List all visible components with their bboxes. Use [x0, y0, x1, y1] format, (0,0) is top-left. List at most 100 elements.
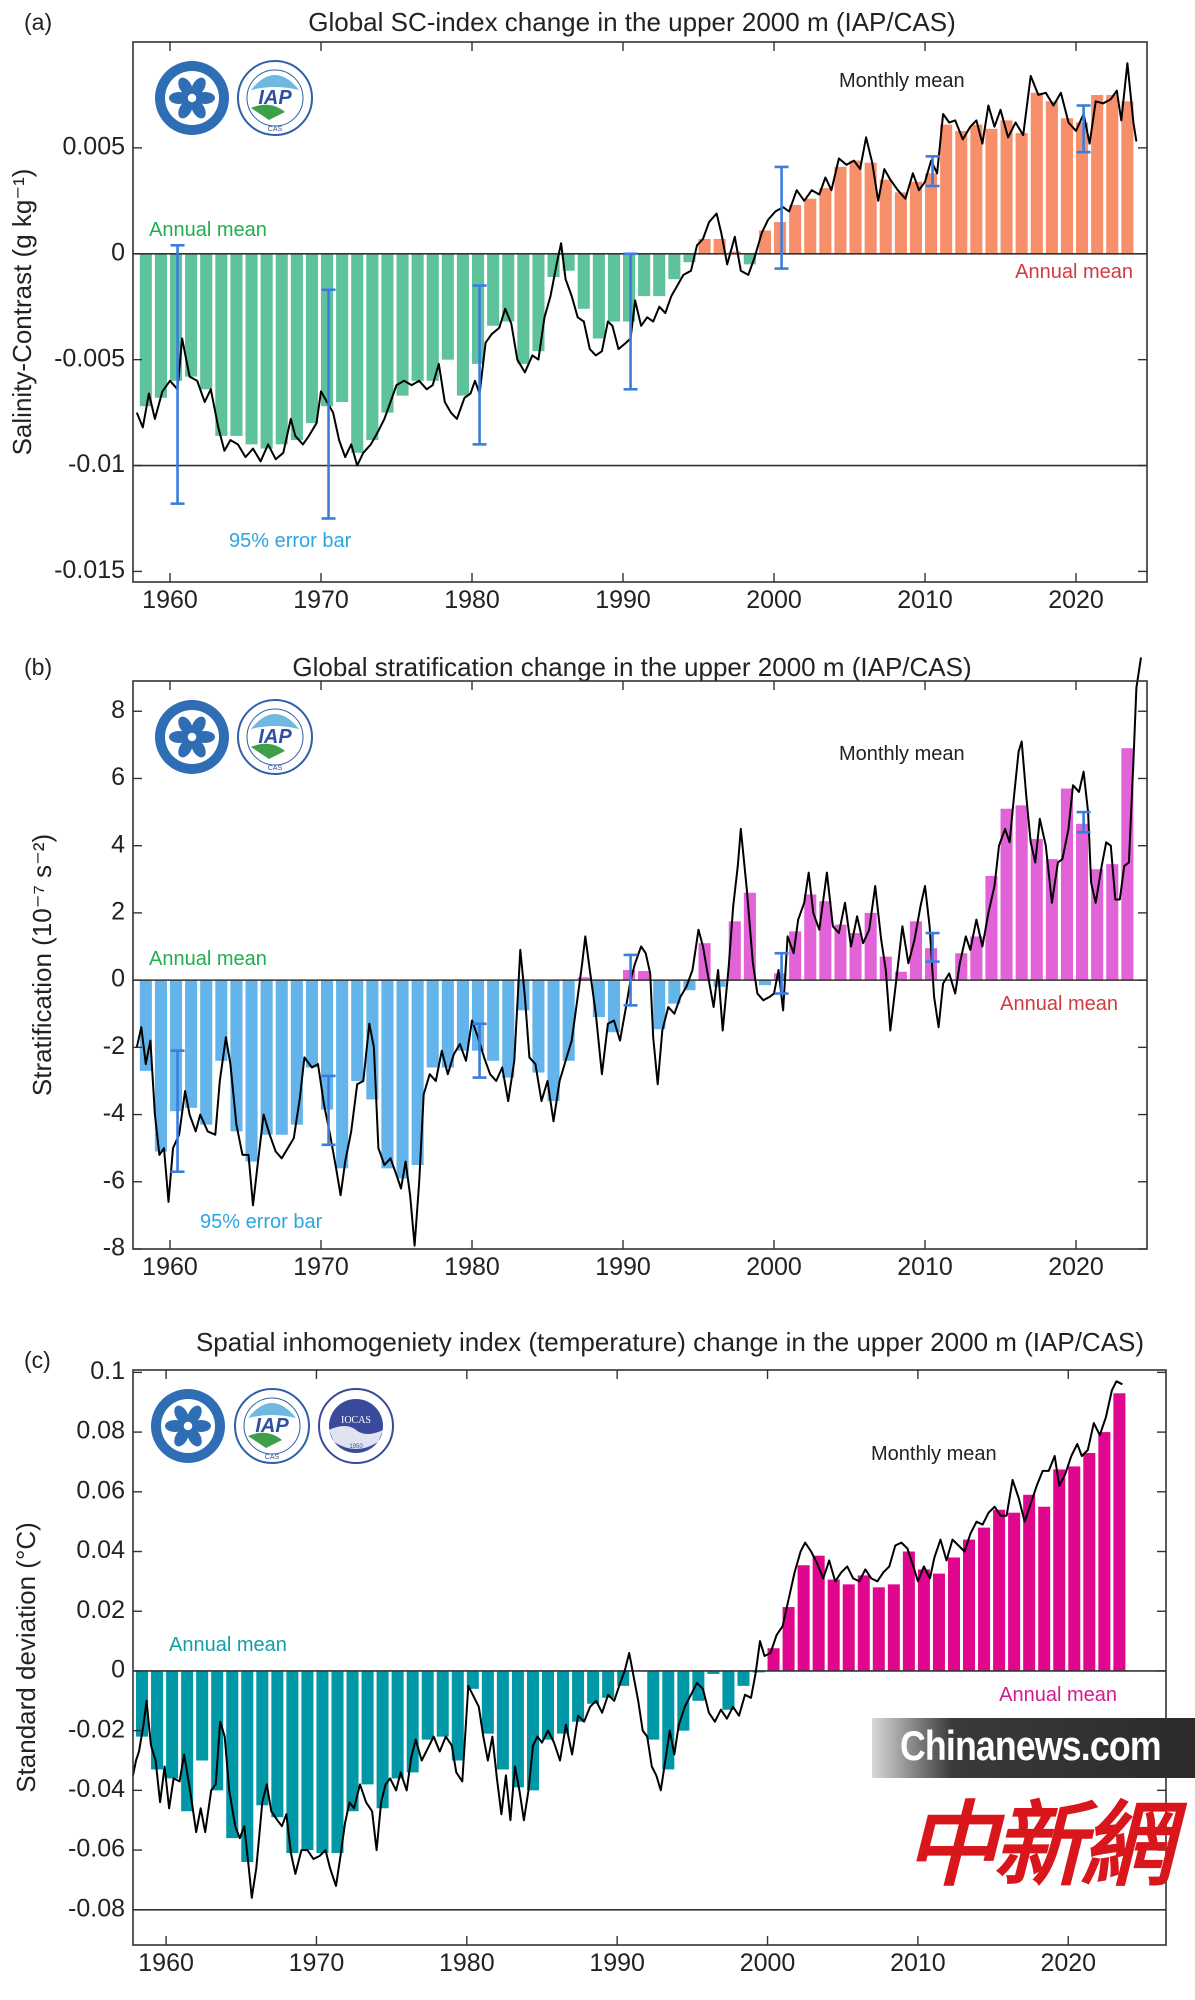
annual-bar-2011 — [932, 1573, 945, 1671]
annual-bar-2008 — [887, 1584, 900, 1671]
y-tick-label: 0.08 — [76, 1417, 125, 1445]
monthly-mean-line — [135, 657, 1142, 1247]
annual-bar-2003 — [819, 901, 832, 981]
error-bar-1980.5 — [472, 284, 487, 446]
annual-bar-1963 — [211, 1670, 224, 1791]
y-tick-label: -0.02 — [68, 1715, 125, 1743]
annual-bar-2001 — [789, 931, 802, 981]
annual-bar-1981 — [487, 980, 500, 1061]
annual-bar-1990 — [623, 970, 636, 981]
error-bar-1990.5 — [623, 252, 638, 391]
annotation-error: 95% error bar — [200, 1211, 323, 1233]
annual-bar-1959 — [154, 980, 167, 1152]
annual-bar-1979 — [451, 1670, 464, 1761]
chinanews-watermark-logo: 中新網 — [905, 1791, 1173, 1899]
annual-bar-2004 — [827, 1579, 840, 1671]
annual-bar-1989 — [607, 980, 620, 1033]
annotation-annual-pos: Annual mean — [999, 1684, 1117, 1706]
annotation-annual-neg: Annual mean — [149, 219, 267, 241]
annual-bar-2022 — [1106, 864, 1119, 981]
annual-bar-2013 — [970, 936, 983, 981]
cas-logo-petal — [187, 1428, 202, 1447]
annual-bar-1987 — [577, 977, 590, 981]
annual-bar-1973 — [366, 253, 379, 441]
panel-label: (b) — [24, 654, 52, 680]
annual-bar-1960 — [169, 253, 183, 381]
annual-bar-2022 — [1098, 1432, 1111, 1671]
iap-logo-sky — [248, 1403, 296, 1418]
cas-logo-petal — [174, 1428, 189, 1447]
y-tick-label: -8 — [103, 1234, 125, 1262]
x-tick-label: 2010 — [897, 586, 953, 614]
x-tick-label: 1960 — [138, 1949, 194, 1977]
annual-bar-1988 — [587, 1670, 600, 1704]
monthly-mean-line — [132, 1380, 1123, 1899]
annual-bar-1965 — [241, 1670, 254, 1863]
annual-bar-1983 — [517, 253, 530, 364]
annual-bar-1962 — [196, 1670, 209, 1761]
iap-logo-sky — [251, 75, 299, 90]
x-tick-label: 1960 — [142, 1253, 198, 1281]
x-tick-label: 2000 — [740, 1949, 796, 1977]
cas-logo-petal — [178, 739, 193, 758]
annual-bar-1978 — [441, 980, 454, 1068]
annual-bar-2003 — [812, 1555, 825, 1671]
iap-logo-text: IAP — [255, 1415, 289, 1437]
iap-logo-land — [251, 743, 285, 759]
annual-bar-2017 — [1030, 92, 1043, 254]
annual-mean-bars — [139, 92, 1134, 453]
plot-frame — [132, 1369, 1167, 1946]
annual-bar-1984 — [526, 1670, 539, 1791]
cas-logo-petal — [178, 100, 193, 119]
iap-logo: IAP CAS — [234, 1388, 310, 1464]
y-tick-label: 0.04 — [76, 1536, 125, 1564]
chart-title: Global stratification change in the uppe… — [292, 652, 971, 682]
annual-bar-1998 — [737, 1670, 750, 1686]
error-bar-1980.5 — [472, 1022, 487, 1079]
y-tick-label: -2 — [103, 1032, 125, 1060]
annual-bar-1961 — [185, 253, 198, 377]
annual-bar-2001 — [782, 1607, 795, 1671]
annual-bar-2016 — [1015, 805, 1028, 981]
annual-bar-2006 — [864, 162, 877, 254]
annual-bar-1958 — [139, 253, 152, 407]
iap-logo-sub: CAS — [268, 126, 283, 133]
annual-bar-1988 — [592, 253, 605, 339]
annual-bar-1967 — [271, 1670, 284, 1818]
annual-bar-2009 — [909, 921, 923, 981]
annual-bar-1985 — [547, 980, 560, 1102]
annual-bar-2008 — [894, 192, 907, 254]
annual-bar-2019 — [1060, 788, 1074, 981]
annual-bar-1994 — [683, 253, 696, 263]
annual-bar-1985 — [547, 253, 560, 278]
annual-bar-1989 — [607, 253, 620, 322]
annual-bar-1991 — [638, 971, 651, 981]
annual-bar-2014 — [985, 128, 998, 254]
annual-bar-2006 — [864, 912, 877, 981]
error-bar-1960.5 — [170, 243, 185, 505]
annual-bar-1974 — [381, 253, 394, 413]
y-tick-label: -0.005 — [54, 344, 125, 372]
cas-logo-petal — [178, 716, 193, 735]
annual-bar-1964 — [230, 980, 243, 1132]
annual-bar-1983 — [511, 1670, 524, 1788]
annotation-error: 95% error bar — [229, 530, 352, 552]
chart-panel-a: (a) Global SC-index change in the upper 2… — [7, 7, 1148, 614]
annual-bar-2012 — [955, 130, 968, 254]
annotation-monthly: Monthly mean — [839, 743, 965, 765]
error-bar-1990.5 — [623, 953, 638, 1007]
annual-bar-2013 — [963, 1539, 976, 1671]
error-bar-2020.5 — [1076, 104, 1091, 154]
annual-bar-1969 — [305, 253, 318, 424]
iap-logo: IAP CAS — [237, 60, 313, 136]
y-tick-label: 0 — [111, 965, 125, 993]
annual-bar-2005 — [842, 1584, 855, 1671]
annual-bar-1966 — [260, 980, 273, 1135]
annual-bar-1972 — [346, 1670, 359, 1812]
x-tick-label: 1980 — [444, 586, 500, 614]
y-tick-label: 0.06 — [76, 1476, 125, 1504]
annual-bar-1960 — [169, 980, 183, 1112]
x-tick-label: 2020 — [1040, 1949, 1096, 1977]
annual-bar-1966 — [256, 1670, 269, 1806]
annual-bar-1978 — [436, 1670, 449, 1737]
